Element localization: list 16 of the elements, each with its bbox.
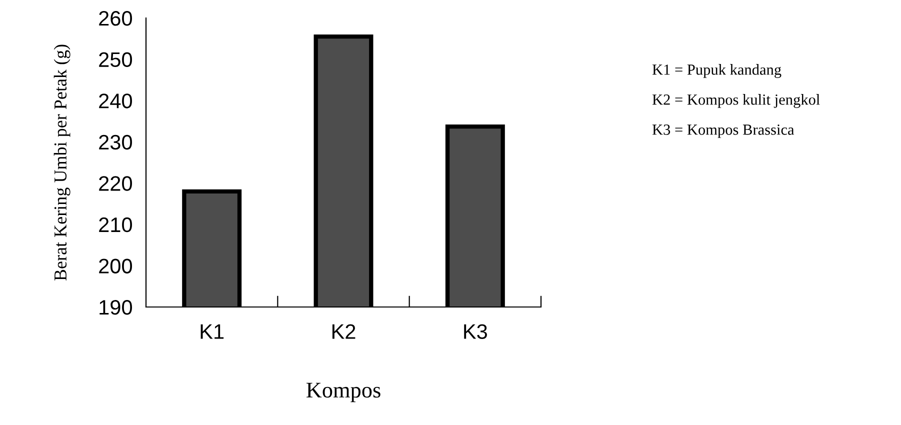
x-axis-title: Kompos: [306, 382, 380, 402]
text: K1 = Pupuk kandang: [652, 64, 782, 78]
y-tick-label: 250: [99, 52, 132, 68]
x-tick-label: K3: [464, 324, 487, 339]
text: K3 = Kompos Brassica: [652, 124, 794, 138]
x-tick-label: K2: [332, 324, 356, 339]
y-tick-label: 210: [99, 217, 132, 232]
y-tick-label: 240: [99, 94, 132, 108]
y-tick-label: 260: [99, 11, 132, 26]
y-axis-title: Berat Kering Umbi per Petak (g): [54, 44, 70, 281]
text: K2 = Kompos kulit jengkol: [652, 94, 820, 108]
y-tick-label: 230: [99, 134, 132, 150]
y-tick-label: 200: [99, 258, 132, 274]
y-tick-label: 220: [99, 176, 132, 191]
y-tick-label: 190: [100, 300, 132, 315]
x-tick-label: K1: [200, 324, 224, 339]
